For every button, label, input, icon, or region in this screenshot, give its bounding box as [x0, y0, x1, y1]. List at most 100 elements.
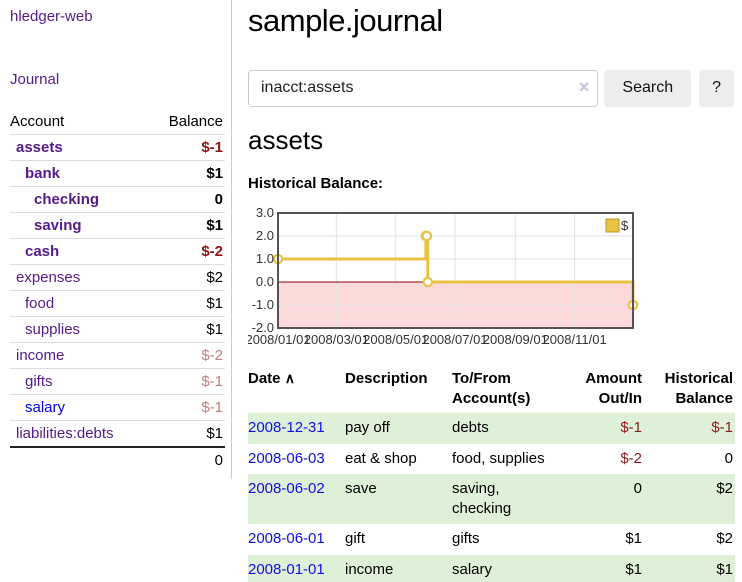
account-row: cash $-2 [10, 238, 225, 265]
y-axis-tick-label: 2.0 [256, 228, 274, 243]
account-balance: $1 [150, 160, 225, 187]
transaction-amount: $-2 [620, 449, 642, 467]
account-balance: $-2 [150, 238, 225, 265]
account-link-assets[interactable]: assets [16, 139, 63, 156]
transaction-description: pay off [345, 413, 452, 444]
y-axis-tick-label: 0.0 [256, 274, 274, 289]
transaction-date-link[interactable]: 2008-12-31 [248, 419, 325, 437]
plot-border [277, 211, 634, 329]
register-table: Date ∧ Description To/From Account(s) Am… [248, 365, 735, 582]
account-balance: $-1 [150, 368, 225, 395]
transaction-row[interactable]: 2008-06-02 save saving, checking 0 $2 [248, 473, 735, 525]
transaction-date-link[interactable]: 2008-06-01 [248, 530, 325, 548]
page-title: sample.journal [248, 3, 443, 38]
historical-balance-chart: $3.0 2.0 1.0 0.0 -1.0 -2.0 2008/01/01 2008/03/0… [248, 201, 728, 349]
sort-ascending-icon: ∧ [284, 369, 295, 386]
transaction-accounts: debts [452, 413, 570, 444]
transaction-accounts: salary [452, 554, 570, 582]
chart-canvas: $3.0 2.0 1.0 0.0 -1.0 -2.02008/01/012008/03/0… [248, 205, 639, 347]
legend-label: $ [621, 218, 629, 233]
account-balance: $1 [150, 212, 225, 239]
account-row: bank $1 [10, 160, 225, 187]
account-link-expenses[interactable]: expenses [16, 269, 81, 286]
transaction-balance: $1 [642, 554, 735, 582]
account-link-liabilities-debts[interactable]: liabilities:debts [16, 425, 114, 442]
accounts-header-balance: Balance [150, 109, 225, 135]
account-link-checking[interactable]: checking [34, 191, 100, 208]
register-header-accounts: To/From Account(s) [452, 369, 531, 408]
y-axis-tick-label: -2.0 [252, 320, 274, 335]
data-point-marker [422, 276, 434, 288]
account-balance: $-1 [150, 394, 225, 421]
account-row: liabilities:debts $1 [10, 420, 225, 448]
account-link-salary[interactable]: salary [25, 399, 66, 416]
x-axis-tick-label: 2008/09/01 [483, 332, 548, 347]
account-link-gifts[interactable]: gifts [25, 373, 53, 390]
account-link-food[interactable]: food [25, 295, 55, 312]
transaction-description: gift [345, 530, 366, 548]
transaction-date-link[interactable]: 2008-06-02 [248, 479, 325, 497]
search-box: × [248, 69, 599, 107]
x-axis-tick-label: 2008/11/01 [543, 332, 607, 347]
transaction-row[interactable]: 2008-06-01 gift gifts $1 $2 [248, 524, 735, 554]
search-input[interactable] [248, 69, 599, 107]
app-title: hledger-web [10, 8, 225, 26]
accounts-table: Account Balance assets $-1 bank $1 checking 0… [10, 109, 225, 473]
search-row: × Search ? [248, 69, 734, 107]
account-balance: $1 [150, 316, 225, 343]
y-axis-tick-label: 1.0 [256, 251, 274, 266]
transaction-accounts: food, supplies [452, 449, 545, 467]
search-help-button[interactable]: ? [699, 69, 734, 107]
accounts-header-account: Account [10, 109, 151, 135]
accounts-total-row: 0 [10, 446, 225, 473]
accounts-header-row: Account Balance [10, 109, 225, 135]
accounts-total-value: 0 [150, 446, 225, 473]
register-header-description: Description [345, 369, 428, 387]
account-balance: $1 [150, 420, 225, 448]
transaction-date-link[interactable]: 2008-01-01 [248, 560, 325, 578]
transaction-amount: 0 [570, 473, 642, 525]
transaction-balance: $-1 [642, 413, 735, 444]
account-row: gifts $-1 [10, 368, 225, 395]
account-balance: $-2 [150, 342, 225, 369]
sidebar-item-journal[interactable]: Journal [10, 71, 60, 88]
account-balance: $-1 [150, 134, 225, 161]
clear-search-icon[interactable]: × [578, 76, 590, 97]
x-axis-tick-label: 2008/07/01 [422, 332, 487, 347]
account-row: saving $1 [10, 212, 225, 239]
app-title-link[interactable]: hledger-web [10, 8, 93, 25]
account-link-supplies[interactable]: supplies [25, 321, 81, 338]
main-content: sample.journal × Search ? assets Histori… [232, 0, 742, 582]
transaction-amount: $-1 [570, 413, 642, 444]
account-link-cash[interactable]: cash [25, 243, 60, 260]
transaction-row[interactable]: 2008-12-31 pay off debts $-1 $-1 [248, 413, 735, 444]
account-row: checking 0 [10, 186, 225, 213]
account-balance: $1 [150, 290, 225, 317]
transaction-row[interactable]: 2008-06-03 eat & shop food, supplies $-2 0 [248, 444, 735, 474]
register-header-amount: Amount Out/In [585, 369, 642, 408]
x-axis-tick-label: 2008/03/01 [304, 332, 369, 347]
y-axis-tick-label: -1.0 [252, 297, 274, 312]
transaction-balance: $2 [716, 530, 733, 548]
search-button[interactable]: Search [604, 69, 692, 107]
register-header-date[interactable]: Date ∧ [248, 369, 295, 387]
account-link-saving[interactable]: saving [34, 217, 82, 234]
data-point-marker [421, 230, 433, 242]
transaction-amount: $1 [625, 530, 642, 548]
account-row: expenses $2 [10, 264, 225, 291]
account-link-bank[interactable]: bank [25, 165, 61, 182]
y-axis-tick-label: 3.0 [256, 205, 274, 220]
transaction-accounts: gifts [452, 530, 480, 548]
transaction-description: save [345, 473, 452, 525]
transaction-description: eat & shop [345, 449, 417, 467]
register-header-row: Date ∧ Description To/From Account(s) Am… [248, 365, 735, 414]
account-link-income[interactable]: income [16, 347, 65, 364]
chart-heading: Historical Balance: [248, 174, 384, 192]
account-row: food $1 [10, 290, 225, 317]
sidebar-nav: Journal [10, 71, 225, 89]
transaction-date-link[interactable]: 2008-06-03 [248, 449, 325, 467]
transaction-balance: $2 [642, 473, 735, 525]
transaction-description: income [345, 554, 452, 582]
transaction-row[interactable]: 2008-01-01 income salary $1 $1 [248, 554, 735, 582]
register-header-balance: Historical Balance [664, 369, 733, 408]
